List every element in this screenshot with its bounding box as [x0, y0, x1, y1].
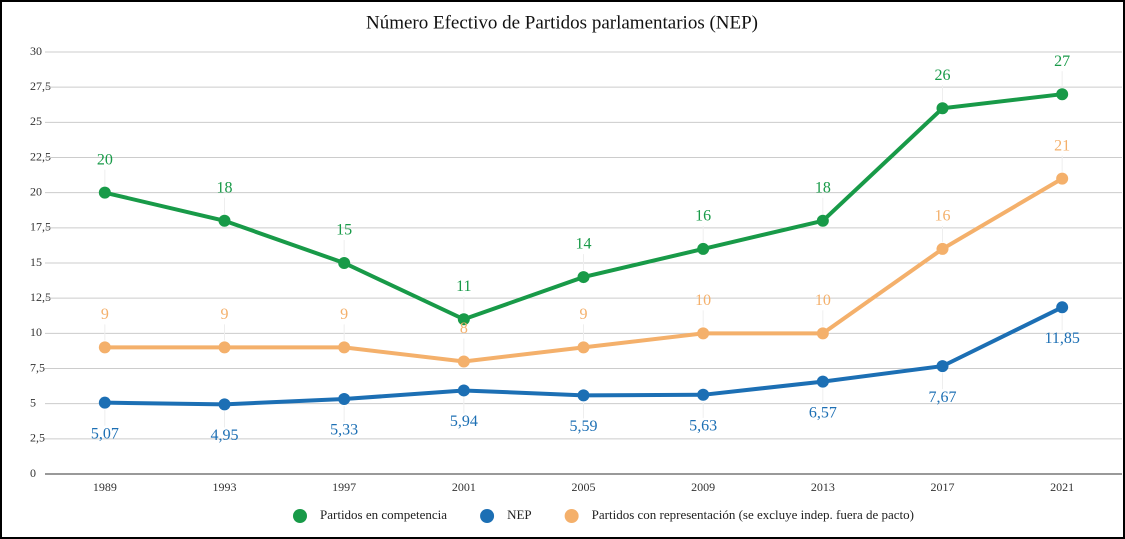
y-tick-label: 17,5: [30, 220, 51, 234]
data-label: 9: [101, 306, 109, 323]
data-label: 5,33: [330, 422, 358, 439]
legend-marker: [564, 509, 579, 523]
data-label: 14: [576, 236, 592, 253]
point: [936, 102, 949, 115]
y-tick-label: 10: [30, 325, 42, 339]
point: [98, 341, 111, 354]
point: [816, 327, 829, 340]
point: [338, 341, 351, 354]
y-tick-label: 27,5: [30, 79, 51, 93]
point: [936, 242, 949, 255]
data-label: 9: [221, 306, 229, 323]
point: [936, 360, 949, 373]
point: [816, 375, 829, 388]
chart-title: Número Efectivo de Partidos parlamentari…: [366, 12, 758, 33]
y-tick-label: 12,5: [30, 290, 51, 304]
x-tick-label: 2017: [931, 480, 955, 494]
point: [98, 396, 111, 409]
data-label: 18: [815, 179, 831, 196]
point: [338, 393, 351, 406]
point: [218, 398, 231, 411]
x-tick-label: 2005: [572, 480, 596, 494]
data-label: 8: [460, 320, 468, 337]
legend-marker: [293, 509, 307, 523]
data-label: 26: [935, 67, 951, 84]
point: [218, 341, 231, 354]
point: [457, 313, 470, 326]
data-label: 11,85: [1044, 330, 1079, 347]
y-tick-label: 0: [30, 466, 36, 480]
legend-label: Partidos en competencia: [320, 507, 447, 522]
data-label: 5,59: [570, 418, 598, 435]
x-tick-label: 2001: [452, 480, 476, 494]
point: [816, 214, 829, 227]
x-tick-label: 2009: [691, 480, 715, 494]
data-label: 6,57: [809, 404, 837, 421]
data-label: 20: [97, 151, 113, 168]
data-label: 16: [695, 208, 711, 225]
data-label: 11: [456, 278, 471, 295]
data-label: 15: [336, 222, 352, 239]
point: [338, 257, 351, 269]
data-label: 5,07: [91, 425, 119, 442]
point: [457, 384, 470, 397]
data-label: 21: [1054, 137, 1070, 154]
data-label: 27: [1054, 53, 1070, 70]
point: [98, 186, 111, 199]
data-label: 5,63: [689, 417, 717, 434]
x-tick-label: 1993: [213, 480, 237, 494]
point: [218, 214, 231, 227]
legend-marker: [480, 509, 495, 523]
y-tick-label: 7,5: [30, 360, 45, 374]
y-tick-label: 5: [30, 395, 36, 409]
point: [697, 242, 710, 255]
y-tick-label: 30: [30, 44, 42, 58]
data-label: 7,67: [929, 389, 957, 406]
data-label: 10: [695, 292, 711, 309]
point: [697, 327, 710, 340]
y-tick-label: 20: [30, 184, 42, 198]
y-tick-label: 25: [30, 114, 42, 128]
y-tick-label: 15: [30, 255, 42, 269]
x-tick-label: 2013: [811, 480, 835, 494]
data-label: 9: [580, 306, 588, 323]
point: [1056, 172, 1069, 185]
y-tick-label: 2,5: [30, 431, 45, 445]
data-label: 18: [217, 179, 233, 196]
x-tick-label: 2021: [1050, 480, 1074, 494]
legend-label: NEP: [507, 507, 532, 522]
point: [577, 389, 590, 402]
point: [577, 271, 590, 284]
data-label: 16: [935, 208, 951, 225]
point: [457, 355, 470, 368]
data-label: 4,95: [211, 427, 239, 444]
x-tick-label: 1989: [93, 480, 117, 494]
point: [697, 388, 710, 401]
point: [1056, 301, 1069, 314]
data-label: 10: [815, 292, 831, 309]
data-label: 5,94: [450, 413, 478, 430]
point: [577, 341, 590, 354]
point: [1056, 88, 1069, 101]
x-tick-label: 1997: [332, 480, 356, 494]
data-label: 9: [340, 306, 348, 323]
legend-label: Partidos con representación (se excluye …: [592, 507, 914, 522]
y-tick-label: 22,5: [30, 149, 51, 163]
